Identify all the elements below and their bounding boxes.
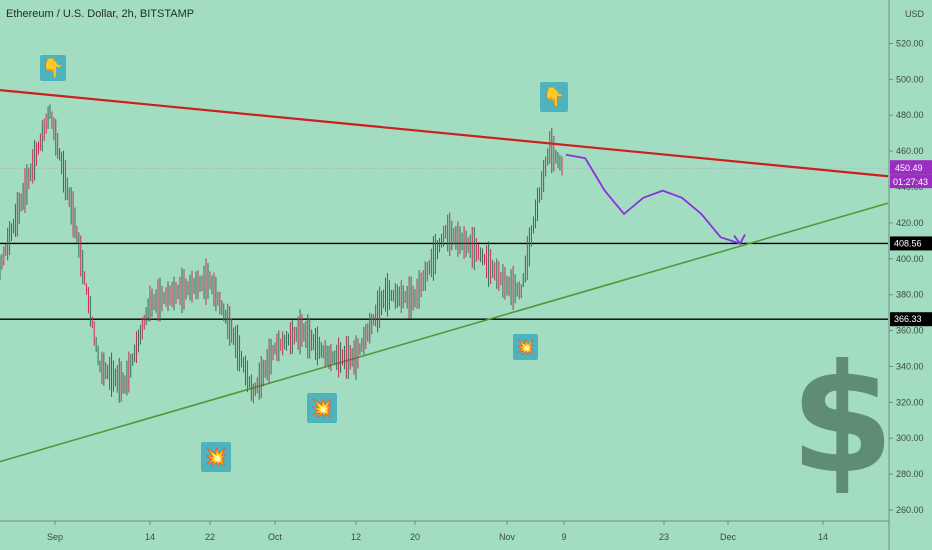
collision-badge: 💥 <box>307 393 337 423</box>
x-tick-label: 12 <box>351 532 361 542</box>
level-price-badge <box>890 236 932 251</box>
currency-label: USD <box>905 9 925 19</box>
pointer-down-icon: 👇 <box>41 58 65 78</box>
y-tick-label: 380.00 <box>896 290 924 300</box>
x-tick-label: 14 <box>145 532 155 542</box>
y-tick-label: 300.00 <box>896 433 924 443</box>
x-tick-label: Dec <box>720 532 737 542</box>
x-tick-label: 23 <box>659 532 669 542</box>
x-tick-label: 22 <box>205 532 215 542</box>
y-tick-label: 360.00 <box>896 326 924 336</box>
level-price-label: 366.33 <box>894 314 922 324</box>
resistance-trendline <box>0 89 889 178</box>
x-tick-label: 20 <box>410 532 420 542</box>
x-tick-label: Oct <box>268 532 283 542</box>
y-tick-label: 500.00 <box>896 74 924 84</box>
dollar-watermark-icon: $ <box>790 333 895 507</box>
level-price-badge <box>890 312 932 327</box>
y-tick-label: 480.00 <box>896 110 924 120</box>
y-tick-label: 340.00 <box>896 361 924 371</box>
countdown-label: 01:27:43 <box>893 177 928 187</box>
y-tick-label: 400.00 <box>896 254 924 264</box>
y-tick-label: 520.00 <box>896 38 924 48</box>
collision-icon: 💥 <box>516 338 535 356</box>
support-trendline <box>0 202 889 463</box>
y-tick-label: 460.00 <box>896 146 924 156</box>
chart-title: Ethereum / U.S. Dollar, 2h, BITSTAMP <box>6 8 195 20</box>
collision-badge: 💥 <box>513 334 538 360</box>
level-price-label: 408.56 <box>894 238 922 248</box>
last-price-label: 450.49 <box>895 163 923 173</box>
y-tick-label: 260.00 <box>896 505 924 515</box>
pointer-down-icon: 👇 <box>542 87 566 107</box>
last-price-badge <box>890 160 932 175</box>
x-tick-label: 14 <box>818 532 828 542</box>
pointer-badge: 👇 <box>540 82 568 112</box>
pointer-badge: 👇 <box>40 55 66 81</box>
x-tick-label: 9 <box>561 532 566 542</box>
collision-icon: 💥 <box>310 398 334 418</box>
projection-curve <box>565 153 741 245</box>
collision-icon: 💥 <box>204 447 228 467</box>
y-tick-label: 280.00 <box>896 469 924 479</box>
y-tick-label: 320.00 <box>896 397 924 407</box>
x-tick-label: Sep <box>47 532 63 542</box>
y-tick-label: 420.00 <box>896 218 924 228</box>
x-tick-label: Nov <box>499 532 516 542</box>
projection-arrowhead <box>733 234 746 246</box>
collision-badge: 💥 <box>201 442 231 472</box>
countdown-badge <box>890 174 932 189</box>
